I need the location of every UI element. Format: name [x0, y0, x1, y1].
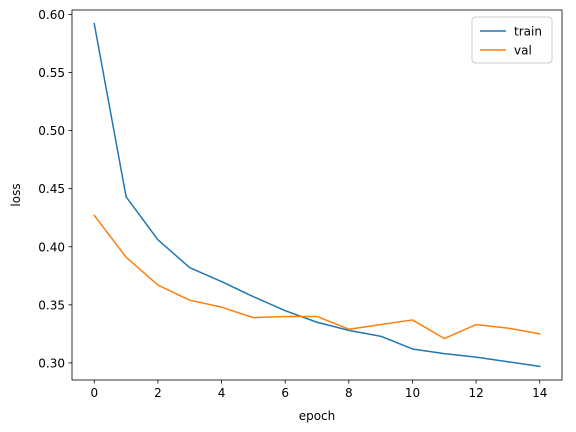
plot-area	[72, 10, 562, 380]
axes-frame	[71, 9, 563, 381]
x-tick-label: 12	[468, 386, 483, 400]
x-axis-label: epoch	[299, 409, 336, 423]
x-tick-label: 14	[532, 386, 547, 400]
y-tick-label: 0.45	[38, 182, 65, 196]
legend: train val	[471, 16, 553, 64]
legend-label-train: train	[514, 25, 542, 39]
series-layer	[93, 22, 541, 368]
legend-box	[471, 16, 553, 64]
legend-label-val: val	[514, 44, 532, 58]
x-tick-label: 6	[281, 386, 289, 400]
series-line-val	[93, 214, 541, 340]
axes-layer: 0 2 4 6 8 10 12 14 0.30 0.35 0.40 0.45 0.50 0.55 0.60	[38, 8, 563, 400]
y-tick-label: 0.30	[38, 356, 65, 370]
y-tick-label: 0.35	[38, 298, 65, 312]
x-tick-label: 0	[90, 386, 98, 400]
y-tick-label: 0.50	[38, 124, 65, 138]
y-tick-label: 0.40	[38, 240, 65, 254]
x-tick-label: 10	[405, 386, 420, 400]
x-tick-label: 8	[345, 386, 353, 400]
x-tick-label: 2	[154, 386, 162, 400]
y-tick-label: 0.60	[38, 8, 65, 22]
plot-background	[72, 10, 562, 380]
y-tick-label: 0.55	[38, 66, 65, 80]
x-tick-label: 4	[218, 386, 226, 400]
y-axis-label: loss	[9, 183, 23, 206]
series-line-train	[93, 22, 541, 368]
